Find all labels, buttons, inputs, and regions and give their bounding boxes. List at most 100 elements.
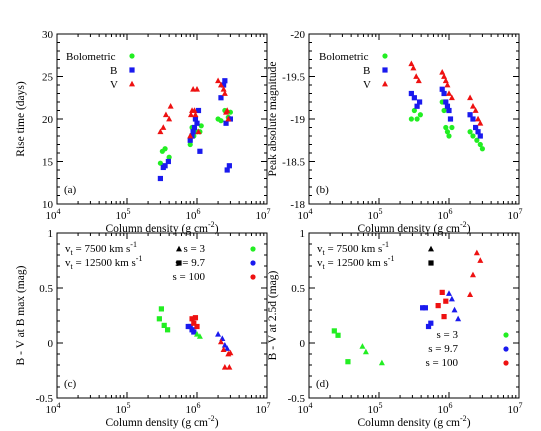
x-axis-label-sup: -2 — [208, 220, 215, 229]
x-tick-base: 10 — [368, 210, 380, 222]
data-point — [472, 107, 479, 113]
data-point — [164, 327, 171, 333]
data-point — [441, 90, 447, 97]
data-point — [413, 73, 420, 79]
data-point — [227, 349, 234, 356]
panel-label: (d) — [316, 378, 329, 390]
y-tick-label: 0 — [300, 338, 306, 350]
legend-marker — [382, 53, 388, 59]
data-point — [192, 315, 199, 321]
x-axis-label-sup: -2 — [460, 220, 467, 229]
y-axis-label: Peak absolute magnitude — [267, 62, 279, 177]
data-point — [443, 298, 449, 304]
data-point — [331, 328, 337, 334]
x-tick-base: 10 — [508, 404, 520, 416]
data-point — [420, 305, 426, 311]
x-tick-label: 105 — [116, 207, 131, 222]
x-axis-label-main: Column density (g cm — [357, 417, 460, 429]
series — [189, 315, 200, 330]
x-tick-label: 105 — [368, 401, 383, 416]
data-point — [416, 99, 423, 105]
legend-vt-marker — [428, 245, 434, 252]
data-point — [192, 111, 199, 118]
data-point — [439, 69, 446, 75]
x-axis-label-end: ) — [467, 417, 471, 429]
data-point — [191, 124, 198, 131]
y-tick-label: 30 — [42, 29, 54, 41]
legend-marker — [382, 80, 388, 87]
data-point — [166, 154, 172, 160]
x-axis-label-main: Column density (g cm — [357, 223, 460, 235]
x-tick-exponent: 7 — [519, 401, 523, 410]
x-tick-label: 105 — [116, 401, 131, 416]
x-tick-base: 10 — [186, 210, 198, 222]
data-point — [414, 103, 420, 109]
x-tick-label: 104 — [298, 401, 313, 416]
x-axis-label: Column density (g cm-2) — [357, 414, 470, 429]
data-point — [473, 124, 479, 131]
legend-label: V — [110, 79, 118, 91]
data-point — [477, 120, 484, 126]
x-tick-exponent: 7 — [267, 401, 271, 410]
x-axis-label-main: Column density (g cm — [105, 417, 208, 429]
data-point — [473, 249, 480, 256]
data-point — [227, 116, 233, 122]
data-point — [414, 116, 420, 122]
data-point — [187, 323, 193, 330]
y-tick-label: 0.5 — [291, 283, 305, 295]
data-point — [158, 306, 164, 312]
series — [185, 323, 197, 335]
x-tick-exponent: 4 — [57, 207, 61, 216]
x-tick-label: 107 — [256, 207, 271, 222]
series — [467, 249, 484, 297]
data-point — [224, 167, 230, 173]
x-tick-base: 10 — [438, 210, 450, 222]
data-point — [469, 103, 476, 109]
x-tick-exponent: 6 — [197, 401, 201, 410]
series — [215, 331, 231, 351]
data-point — [220, 86, 227, 92]
data-point — [441, 314, 447, 320]
x-tick-exponent: 5 — [127, 207, 131, 216]
series — [156, 306, 171, 333]
data-point — [470, 133, 476, 139]
data-point — [196, 333, 203, 339]
x-tick-exponent: 6 — [449, 207, 453, 216]
data-point — [215, 331, 222, 337]
legend-s-label: s = 3 — [184, 243, 206, 255]
legend-s-label: s = 9.7 — [175, 257, 205, 269]
x-tick-exponent: 7 — [267, 207, 271, 216]
data-point — [224, 107, 231, 113]
x-tick-exponent: 4 — [309, 401, 313, 410]
data-point — [217, 338, 224, 345]
data-point — [446, 133, 452, 139]
legend-s-label: s = 9.7 — [428, 343, 458, 355]
plot-frame — [56, 232, 268, 399]
data-point — [191, 107, 198, 113]
data-point — [362, 348, 369, 355]
data-point — [444, 129, 451, 135]
x-axis-label: Column density (g cm-2) — [105, 220, 218, 235]
data-point — [162, 111, 169, 118]
legend-label: B — [110, 65, 117, 77]
panel-label: (b) — [316, 184, 329, 196]
legend-vt-text: = 7500 km s — [325, 243, 383, 255]
data-point — [411, 95, 417, 101]
x-axis-label-main: Column density (g cm — [105, 223, 208, 235]
legend-s-label: s = 100 — [173, 271, 206, 283]
data-point — [191, 329, 197, 335]
legend-vt-symbol: v — [65, 243, 71, 255]
data-point — [467, 112, 473, 118]
data-point — [439, 86, 445, 92]
legend-vt-label: vt = 12500 km s-1 — [317, 254, 394, 271]
legend-vt-marker — [176, 260, 182, 266]
x-tick-base: 10 — [298, 210, 310, 222]
data-point — [189, 133, 195, 139]
data-point — [192, 116, 199, 122]
legend-s-marker — [503, 360, 509, 366]
series — [157, 77, 232, 139]
x-tick-base: 10 — [46, 404, 58, 416]
data-point — [162, 163, 168, 169]
data-point — [218, 95, 224, 101]
